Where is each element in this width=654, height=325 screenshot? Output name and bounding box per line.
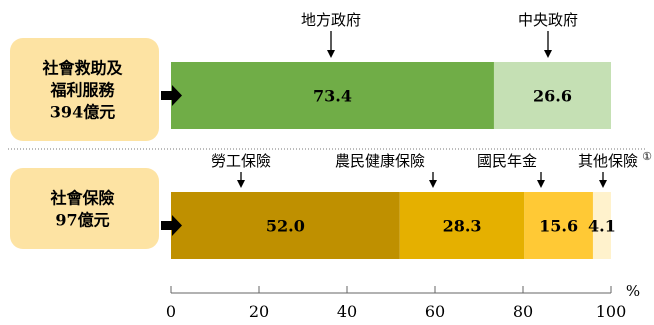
- category-arrow: [161, 85, 182, 106]
- data-label: 4.1: [588, 217, 616, 236]
- x-tick-label: 40: [337, 302, 357, 321]
- series-label: 地方政府: [301, 11, 361, 29]
- data-label: 28.3: [443, 217, 482, 236]
- bar-segment[interactable]: [399, 192, 525, 259]
- x-axis-unit: %: [626, 282, 640, 300]
- x-tick-label: 100: [596, 302, 627, 321]
- category-label-line: 社會保險: [49, 189, 114, 208]
- bar-segment[interactable]: [171, 62, 494, 129]
- bar-segment[interactable]: [592, 192, 611, 259]
- series-label: 農民健康保險: [335, 152, 425, 170]
- series-arrow: [327, 31, 335, 58]
- bar-segment[interactable]: [493, 62, 611, 129]
- category-label-line: 福利服務: [49, 81, 115, 100]
- data-label: 52.0: [266, 217, 305, 236]
- x-tick-label: 60: [425, 302, 445, 321]
- series-arrow: [544, 31, 552, 58]
- x-tick-label: 80: [513, 302, 533, 321]
- category-label-line: 社會救助及: [41, 59, 123, 78]
- data-label: 15.6: [539, 217, 578, 236]
- footnote-mark: ①: [642, 150, 652, 163]
- category-label-line: 394億元: [50, 103, 115, 122]
- category-label-line: 97億元: [55, 211, 109, 230]
- series-arrow: [429, 172, 437, 188]
- series-arrow: [237, 172, 245, 188]
- category-box: [10, 38, 159, 141]
- x-tick-label: 0: [166, 302, 176, 321]
- series-arrow: [537, 172, 545, 188]
- series-label: 勞工保險: [211, 152, 271, 170]
- bar-segment[interactable]: [171, 192, 400, 259]
- x-tick-label: 20: [249, 302, 269, 321]
- category-arrow: [161, 215, 182, 236]
- series-label: 中央政府: [518, 11, 578, 29]
- series-label: 國民年金: [477, 152, 537, 170]
- category-box: [10, 168, 159, 249]
- data-label: 26.6: [533, 87, 572, 106]
- series-label: 其他保險: [578, 152, 638, 170]
- data-label: 73.4: [313, 87, 352, 106]
- bar-segment[interactable]: [524, 192, 593, 259]
- series-arrow: [599, 172, 607, 188]
